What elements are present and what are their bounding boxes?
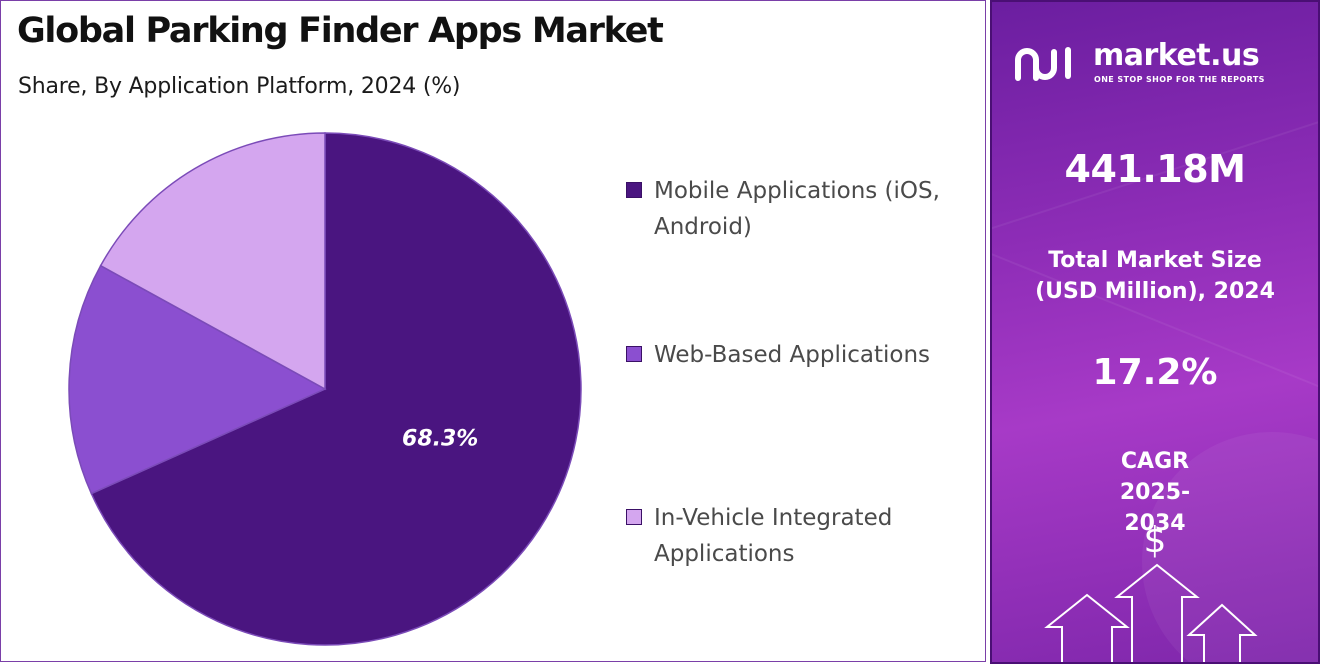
legend-swatch-mobile <box>626 182 642 198</box>
market-size-label: Total Market Size (USD Million), 2024 <box>1035 248 1275 304</box>
pie-chart: 68.3% <box>68 132 582 646</box>
legend-label-web: Web-Based Applications <box>654 342 931 368</box>
chart-title: Global Parking Finder Apps Market <box>17 11 664 51</box>
chart-panel: Global Parking Finder Apps Market Share,… <box>0 0 986 662</box>
chart-subtitle: Share, By Application Platform, 2024 (%) <box>18 74 461 99</box>
legend-swatch-in-vehicle <box>626 509 642 525</box>
pie-slice-in-vehicle <box>99 132 326 391</box>
legend-label-in-vehicle: In-Vehicle Integrated Applications <box>654 505 893 567</box>
pie-data-label: 68.3% <box>402 427 478 452</box>
market-us-logo-icon <box>1015 47 1071 81</box>
legend-label-mobile: Mobile Applications (iOS, Android) <box>654 178 940 240</box>
cagr-value: 17.2% <box>1092 352 1218 393</box>
cagr-label: CAGR 2025-2034 <box>1119 449 1191 536</box>
brand-name: market.us <box>1093 38 1260 73</box>
brand-tagline: ONE STOP SHOP FOR THE REPORTS <box>1094 75 1265 84</box>
growth-arrows-icon <box>1044 563 1258 662</box>
dollar-icon: $ <box>1143 520 1167 561</box>
market-size-value: 441.18M <box>1064 147 1246 191</box>
pie-slice-mobile <box>90 132 582 646</box>
market-summary-panel: market.us ONE STOP SHOP FOR THE REPORTS … <box>990 0 1320 664</box>
legend-swatch-web <box>626 346 642 362</box>
pie-slice-web <box>68 264 327 495</box>
